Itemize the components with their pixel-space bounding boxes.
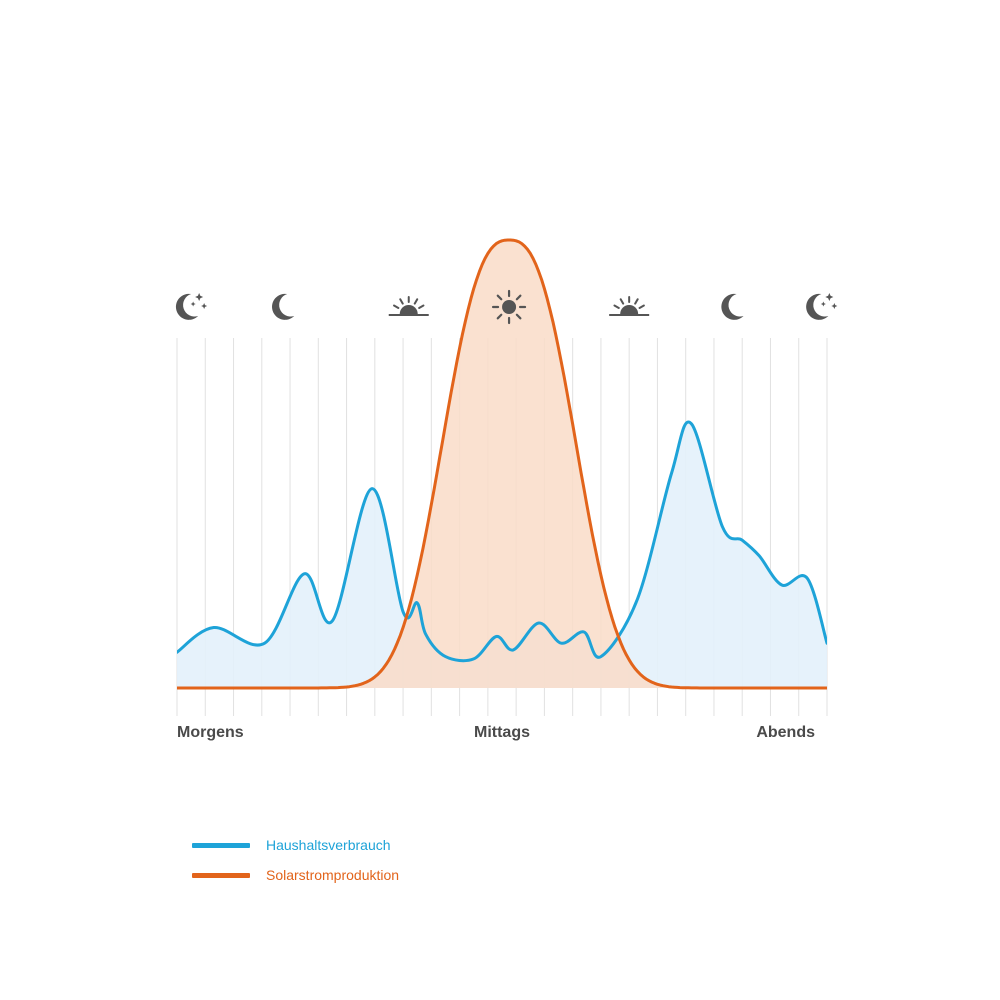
moon-stars-icon xyxy=(175,293,208,320)
x-tick-label: Abends xyxy=(756,724,815,741)
sunset-icon xyxy=(609,296,650,316)
moon-icon xyxy=(721,293,744,320)
legend-swatch-household xyxy=(192,842,250,848)
moon-icon xyxy=(272,293,295,320)
legend-swatch-solar xyxy=(192,872,250,878)
x-tick-label: Morgens xyxy=(177,724,244,741)
time-of-day-icons xyxy=(175,289,838,325)
legend-item-solar: Solarstromproduktion xyxy=(192,860,399,890)
moon-stars-icon xyxy=(806,293,838,320)
household-consumption-line xyxy=(177,420,827,663)
legend-label-household: Haushaltsverbrauch xyxy=(266,837,391,853)
x-axis-labels: Morgens Mittags Abends xyxy=(177,724,815,741)
solar-production-area xyxy=(177,240,827,688)
legend: Haushaltsverbrauch Solarstromproduktion xyxy=(192,830,399,890)
sunrise-icon xyxy=(388,296,429,316)
x-tick-label: Mittags xyxy=(474,724,530,741)
solar-production-line xyxy=(177,238,827,690)
household-consumption-area xyxy=(177,422,827,688)
legend-label-solar: Solarstromproduktion xyxy=(266,867,400,883)
legend-item-household: Haushaltsverbrauch xyxy=(192,830,399,860)
sun-icon xyxy=(491,289,527,325)
